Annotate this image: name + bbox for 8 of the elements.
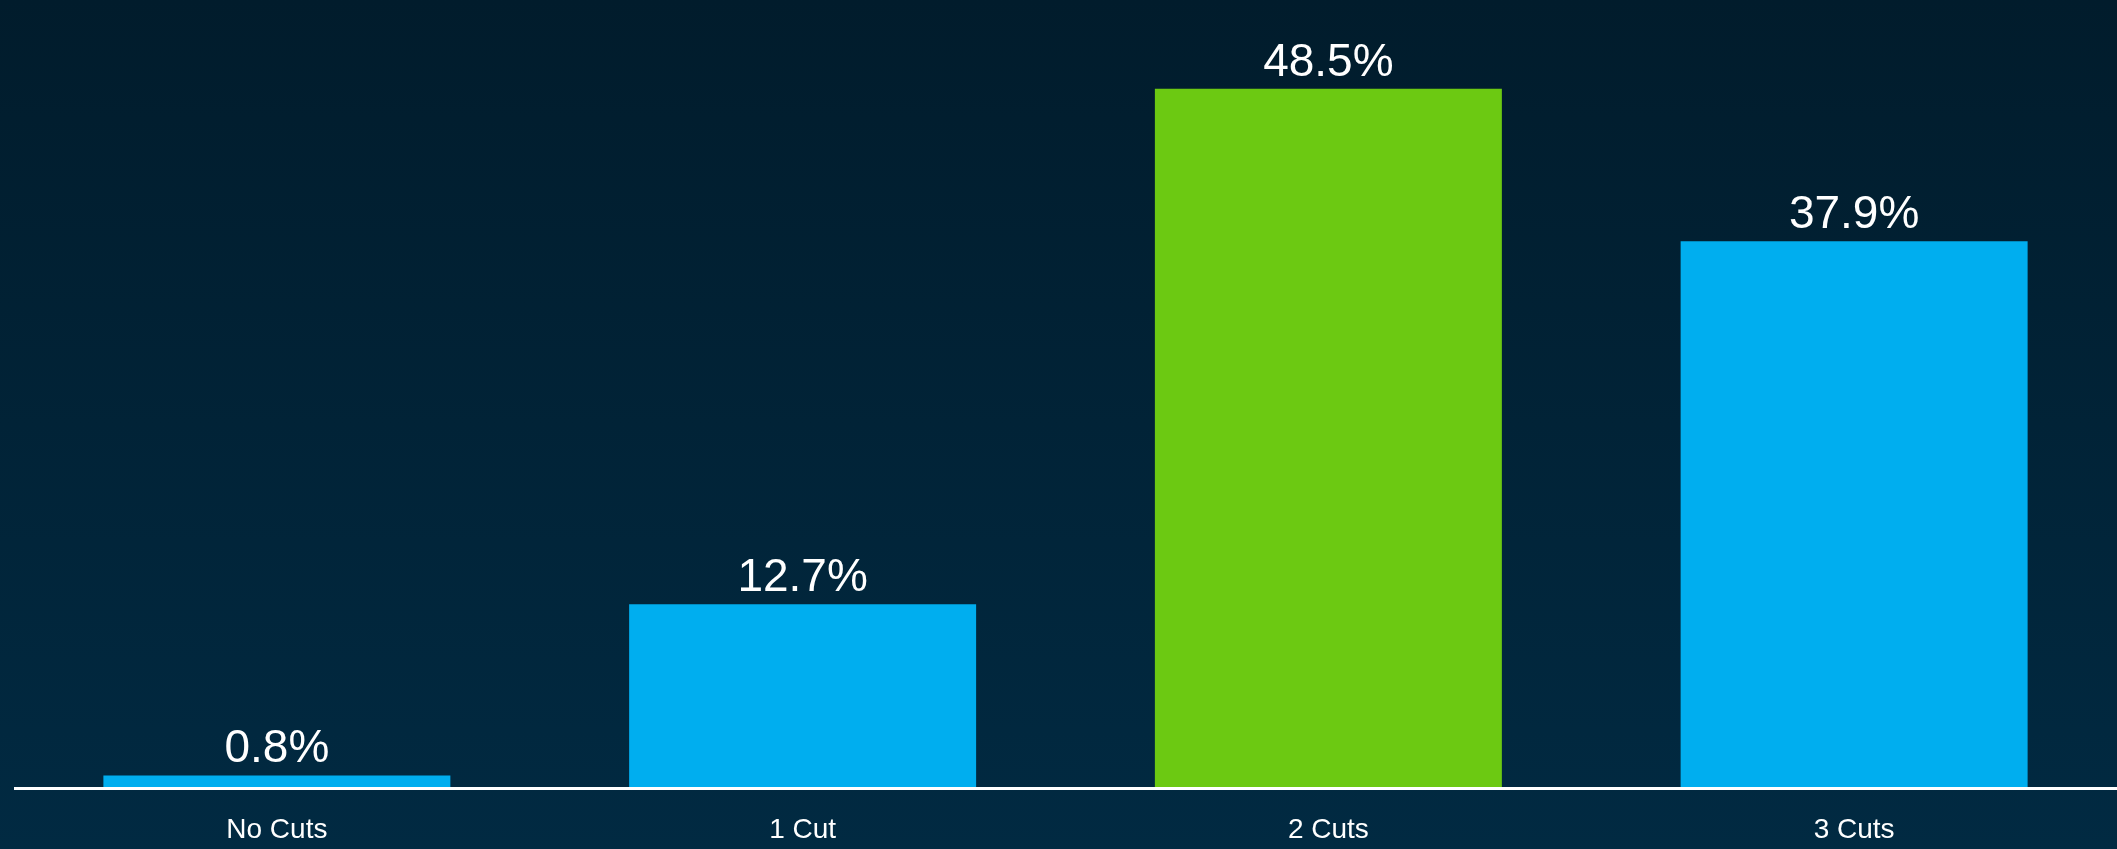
data-label: 12.7%	[737, 549, 868, 602]
x-tick-label: 3 Cuts	[1813, 812, 1895, 844]
data-label: 0.8%	[224, 720, 330, 773]
data-label: 37.9%	[1788, 186, 1920, 239]
x-tick-label: No Cuts	[226, 812, 328, 844]
x-tick-label: 2 Cuts	[1287, 812, 1369, 844]
data-label: 48.5%	[1263, 33, 1394, 86]
x-tick-label: 1 Cut	[769, 812, 837, 844]
